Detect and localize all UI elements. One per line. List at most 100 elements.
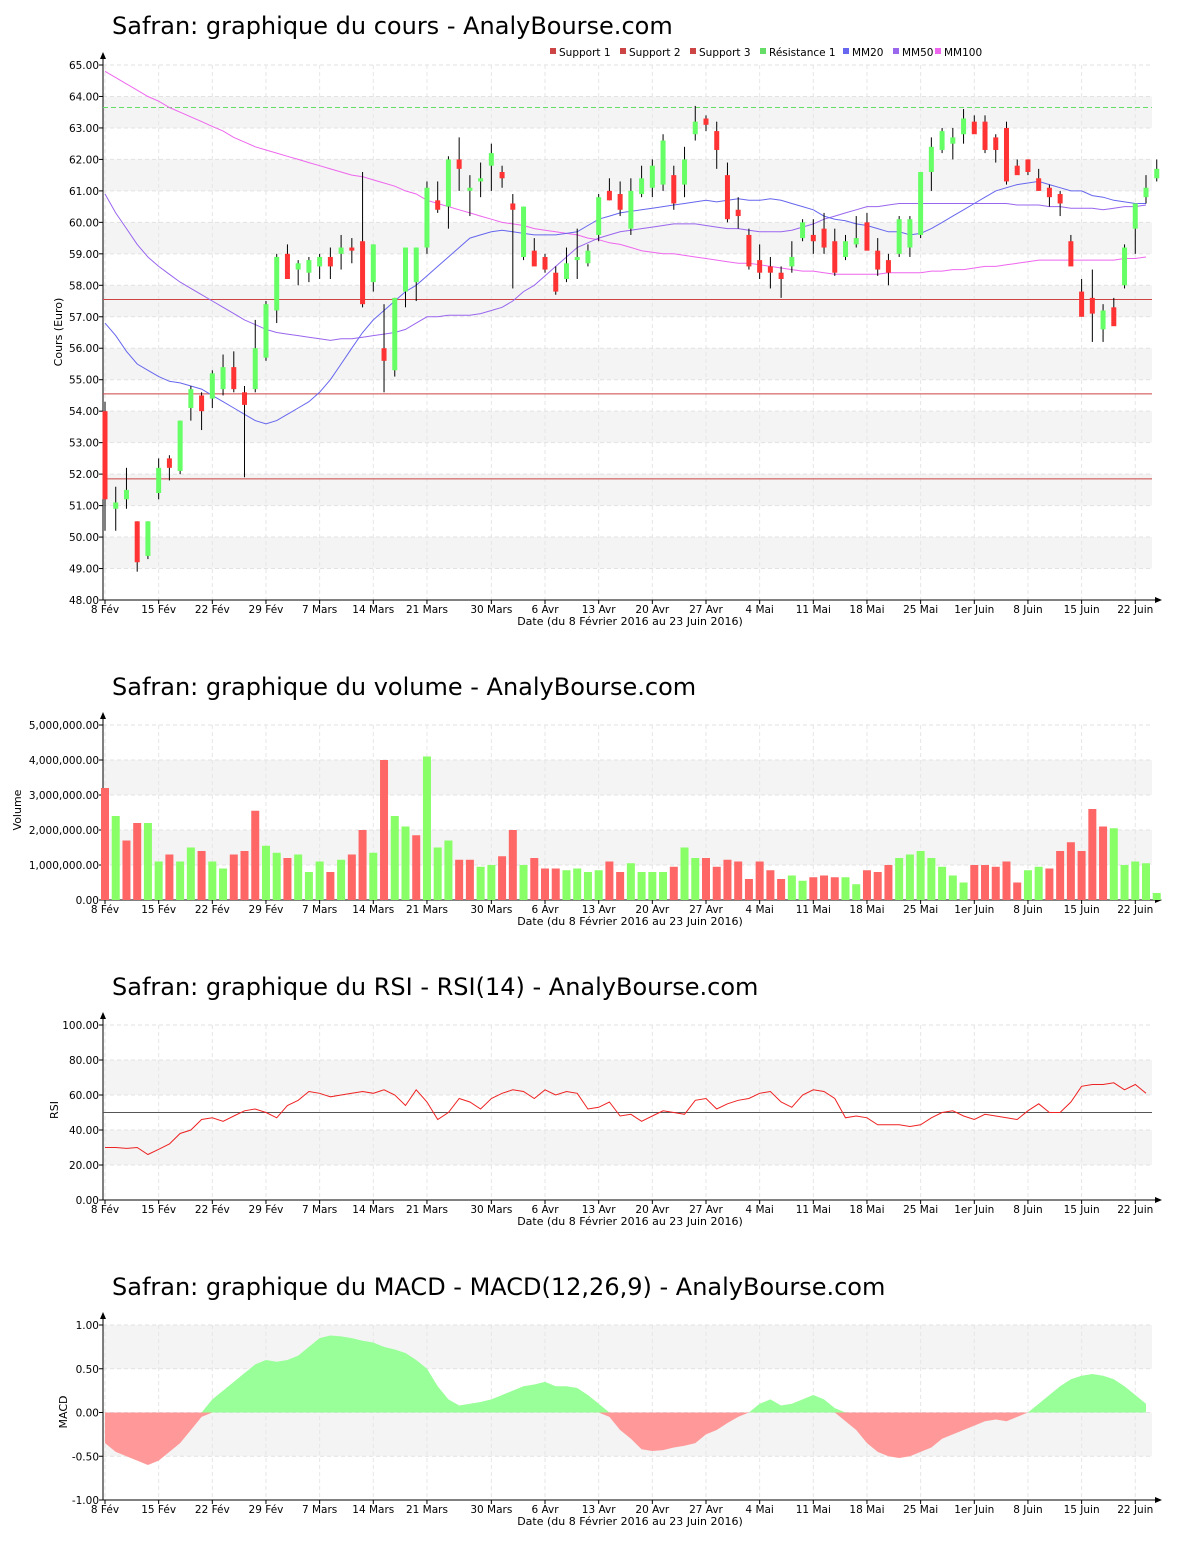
candle-body <box>928 146 934 172</box>
volume-y-tick-label: 2,000,000.00 <box>29 825 99 837</box>
candle-body <box>1143 187 1149 198</box>
volume-bar <box>948 875 957 900</box>
candle-body <box>875 250 881 270</box>
candle-body <box>274 256 280 311</box>
price-x-tick-label: 25 Mai <box>903 604 938 616</box>
volume-bar <box>519 865 528 900</box>
candle-body <box>510 203 516 210</box>
candle-body <box>263 304 269 358</box>
volume-bar <box>605 861 614 900</box>
candle-body <box>488 153 494 166</box>
price-y-tick-label: 63.00 <box>69 123 99 135</box>
rsi-x-label: Date (du 8 Février 2016 au 23 Juin 2016) <box>517 1215 743 1228</box>
volume-bar <box>422 756 431 900</box>
volume-bar <box>648 872 657 900</box>
macd-y-tick-label: -0.50 <box>72 1451 99 1463</box>
price-grid-band <box>103 474 1152 506</box>
macd-x-tick-label: 27 Avr <box>689 1504 723 1516</box>
volume-x-tick-label: 22 Juin <box>1117 904 1153 916</box>
volume-bar <box>841 877 850 900</box>
volume-bar <box>1002 861 1011 900</box>
candle-body <box>327 256 333 267</box>
legend-swatch <box>760 48 766 54</box>
price-y-axis-arrow <box>100 52 106 59</box>
candle-body <box>521 206 527 257</box>
volume-bar <box>916 851 925 900</box>
volume-bar <box>798 880 807 900</box>
volume-bar <box>143 823 152 900</box>
candle-body <box>317 256 323 267</box>
price-y-tick-label: 57.00 <box>69 312 99 324</box>
price-x-tick-label: 7 Mars <box>302 604 337 616</box>
volume-x-tick-label: 15 Juin <box>1064 904 1100 916</box>
rsi-x-tick-label: 29 Fév <box>249 1204 284 1216</box>
volume-x-tick-label: 22 Fév <box>195 904 230 916</box>
volume-bar <box>669 866 678 900</box>
price-x-tick-label: 20 Avr <box>635 604 669 616</box>
price-x-tick-label: 21 Mars <box>406 604 448 616</box>
mm100-line <box>104 70 1147 275</box>
volume-bar <box>1088 809 1097 900</box>
volume-bar <box>261 845 270 900</box>
candle-body <box>413 247 419 283</box>
macd-x-tick-label: 4 Mai <box>745 1504 773 1516</box>
macd-x-tick-label: 22 Juin <box>1117 1504 1153 1516</box>
price-y-tick-label: 55.00 <box>69 375 99 387</box>
rsi-y-tick-label: 0.00 <box>76 1195 99 1207</box>
rsi-chart-title: Safran: graphique du RSI - RSI(14) - Ana… <box>112 973 758 1001</box>
volume-bar <box>455 859 464 900</box>
candle-body <box>478 178 484 182</box>
candle-body <box>671 175 677 204</box>
price-x-tick-label: 30 Mars <box>470 604 512 616</box>
volume-bar <box>659 872 668 900</box>
volume-bar <box>852 884 861 900</box>
candle-body <box>252 348 258 390</box>
price-y-tick-label: 58.00 <box>69 280 99 292</box>
price-grid-band <box>103 159 1152 191</box>
candle-body <box>628 190 634 229</box>
macd-x-tick-label: 7 Mars <box>302 1504 337 1516</box>
volume-bar <box>1023 870 1032 900</box>
price-x-tick-label: 15 Juin <box>1064 604 1100 616</box>
candle-body <box>1025 159 1031 172</box>
candle-body <box>531 250 537 267</box>
candle-body <box>950 137 956 144</box>
volume-bar <box>390 816 399 900</box>
candle-body <box>177 420 183 471</box>
volume-bar <box>122 840 131 900</box>
candle-body <box>166 458 172 468</box>
price-x-tick-label: 13 Avr <box>582 604 616 616</box>
candle-body <box>284 253 290 279</box>
price-x-tick-label: 6 Avr <box>531 604 559 616</box>
price-y-tick-label: 53.00 <box>69 438 99 450</box>
candle-body <box>370 244 376 283</box>
volume-bar <box>380 760 389 900</box>
volume-bar <box>465 859 474 900</box>
volume-bar <box>616 872 625 900</box>
candle-body <box>435 200 441 210</box>
rsi-x-tick-label: 22 Fév <box>195 1204 230 1216</box>
legend-swatch <box>620 48 626 54</box>
volume-bar <box>1099 826 1108 900</box>
candle-body <box>703 118 709 125</box>
volume-x-tick-label: 14 Mars <box>352 904 394 916</box>
volume-bar <box>830 877 839 900</box>
candle-body <box>1111 307 1117 327</box>
candle-body <box>864 222 870 251</box>
legend-item: MM20 <box>852 47 883 59</box>
volume-bar <box>1131 861 1140 900</box>
volume-bar <box>358 830 367 900</box>
volume-bar <box>626 863 635 900</box>
price-y-tick-label: 48.00 <box>69 595 99 607</box>
rsi-x-tick-label: 15 Juin <box>1064 1204 1100 1216</box>
volume-x-tick-label: 18 Mai <box>849 904 884 916</box>
candle-body <box>231 367 237 390</box>
price-x-tick-label: 18 Mai <box>849 604 884 616</box>
candle-body <box>392 297 398 371</box>
candle-body <box>156 467 162 493</box>
rsi-x-tick-label: 21 Mars <box>406 1204 448 1216</box>
volume-bar <box>1034 866 1043 900</box>
rsi-x-tick-label: 7 Mars <box>302 1204 337 1216</box>
volume-bar <box>487 865 496 900</box>
volume-bar <box>412 835 421 900</box>
